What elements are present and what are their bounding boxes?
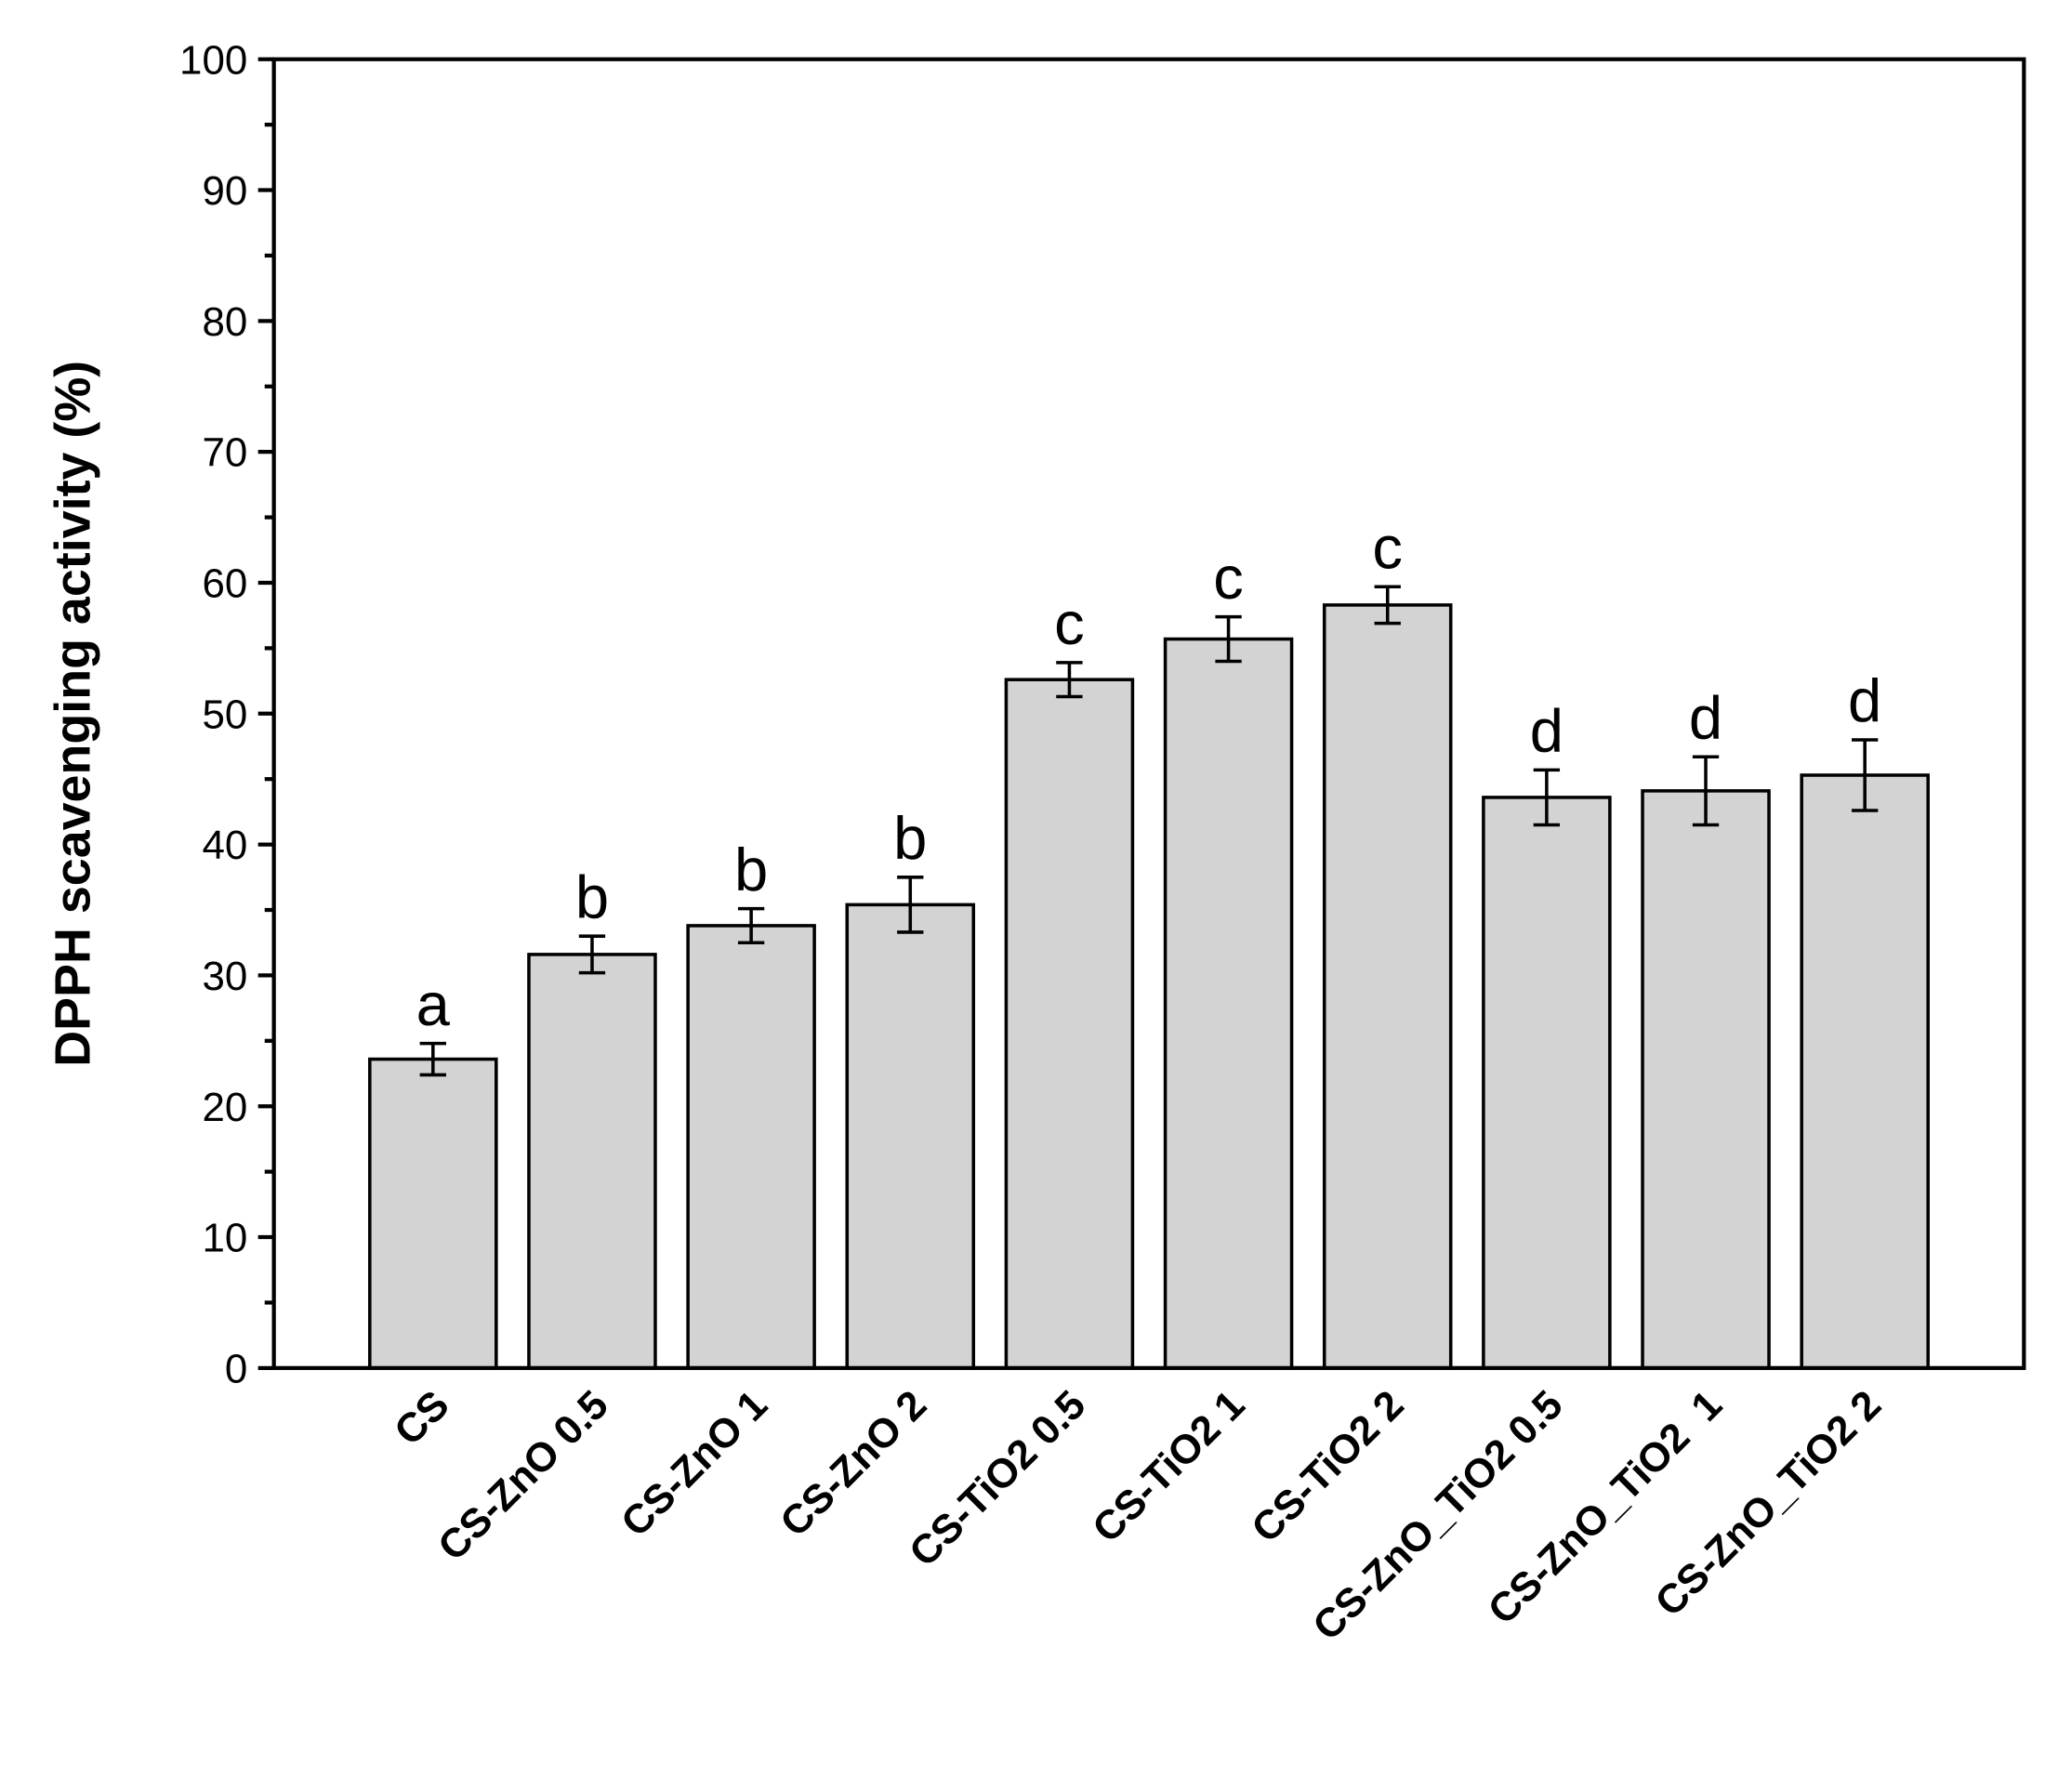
significance-letter: c [1372,513,1403,581]
x-tick-label: CS-ZnO 0.5 [429,1382,617,1570]
significance-letter: c [1213,544,1244,612]
significance-letter: c [1054,589,1085,657]
bar [527,953,657,1370]
y-tick-label: 30 [202,954,247,999]
x-tick-label: CS-TiO2 2 [1243,1382,1412,1551]
bar [1641,789,1771,1370]
y-tick-label: 60 [202,561,247,607]
significance-letter: d [1530,697,1563,765]
bar [845,903,976,1370]
significance-letter: d [1689,683,1722,751]
significance-letter: b [893,804,927,872]
error-bar [578,934,606,975]
error-bar [419,1041,446,1077]
y-tick-label: 70 [202,430,247,476]
error-bar [1215,614,1242,664]
significance-letter: d [1848,666,1881,734]
error-bar [897,876,924,934]
error-bar [1056,661,1083,699]
y-tick-label: 80 [202,299,247,345]
error-bar [1692,755,1720,827]
bar [686,924,816,1370]
x-tick-label: CS-ZnO 1 [613,1382,776,1546]
bar [1800,773,1930,1370]
bar [1163,637,1294,1370]
error-bar [1852,738,1879,812]
significance-letter: b [575,863,609,930]
y-tick-label: 10 [202,1216,247,1261]
bar [1322,603,1453,1370]
plot-frame [271,57,2026,1370]
bar [1482,796,1612,1370]
x-tick-label: CS-ZnO 2 [772,1382,935,1546]
error-bar [737,906,765,944]
y-tick-label: 0 [225,1346,247,1391]
error-bar [1533,768,1561,827]
y-tick-label: 50 [202,692,247,737]
x-tick-label: CS [386,1382,458,1455]
y-tick-label: 20 [202,1085,247,1130]
bar [368,1057,498,1370]
significance-letter: a [416,970,451,1038]
significance-letter: b [734,836,768,903]
y-tick-label: 40 [202,823,247,868]
error-bar [1374,585,1401,626]
x-tick-label: CS-TiO2 1 [1084,1382,1253,1551]
y-axis-label: DPPH scavenging activity (%) [45,361,100,1067]
bar [1004,678,1135,1370]
y-tick-label: 100 [179,37,247,83]
y-tick-label: 90 [202,168,247,214]
